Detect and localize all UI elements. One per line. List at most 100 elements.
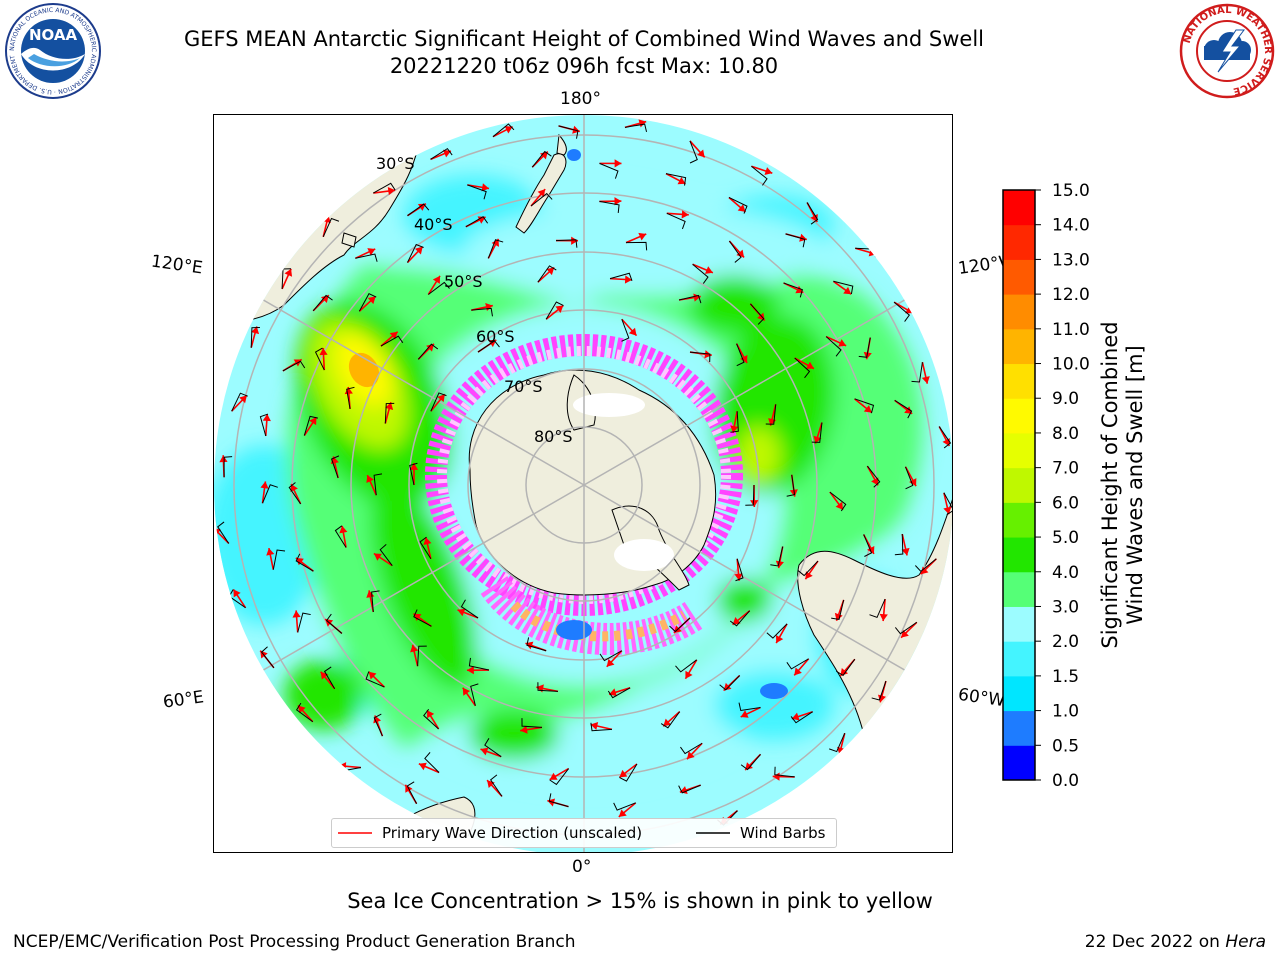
wind-barb — [295, 702, 314, 723]
wind-barb — [477, 340, 500, 353]
wave-arrow-head — [618, 809, 627, 817]
wave-arrow-head — [423, 537, 432, 545]
colorbar-cell — [1003, 328, 1035, 365]
wind-barb — [831, 599, 845, 620]
wind-barb — [272, 549, 286, 570]
wind-barb — [680, 742, 703, 755]
wind-barb — [751, 165, 768, 186]
wind-barb — [303, 415, 318, 436]
colorbar-cell — [1003, 710, 1035, 746]
wind-barb — [259, 413, 269, 437]
wind-barb — [406, 781, 418, 804]
colorbar-cell — [1003, 259, 1035, 295]
wave-arrow-head — [745, 762, 753, 771]
wind-barb — [829, 491, 847, 512]
colorbar-cell — [1003, 363, 1035, 399]
wave-arrow-head — [373, 553, 382, 561]
wind-barb — [526, 637, 547, 652]
lat-label-70s: 70°S — [504, 377, 543, 396]
wave-arrow-head — [426, 343, 434, 352]
wind-barb — [548, 793, 569, 808]
wave-arrow-head — [943, 506, 952, 515]
wave-arrow-head — [239, 395, 247, 404]
colorbar-tick-label: 0.0 — [1052, 771, 1079, 788]
wind-barb — [689, 140, 698, 164]
wave-arrow-head — [740, 710, 749, 718]
lon-label-0: 0° — [572, 857, 592, 877]
wave-arrow-head — [677, 176, 686, 185]
wave-arrow-head — [555, 305, 564, 313]
colorbar-tick-label: 6.0 — [1052, 493, 1079, 513]
wave-arrow-head — [619, 769, 628, 778]
wind-barb — [365, 671, 385, 688]
colorbar-cell — [1003, 606, 1035, 642]
colorbar-tick-label: 1.0 — [1052, 702, 1079, 722]
wind-barb — [231, 392, 248, 412]
footer-date-text: 22 Dec 2022 on — [1084, 932, 1226, 952]
colorbar-tick-label: 9.0 — [1052, 389, 1079, 409]
wind-barb — [419, 536, 432, 560]
wave-arrow-head — [920, 566, 929, 575]
wind-barb — [549, 768, 570, 786]
wave-arrow-head — [638, 232, 647, 241]
wind-barb — [334, 525, 347, 548]
colorbar-tick-label: 2.0 — [1052, 632, 1079, 652]
map-legend: Primary Wave Direction (unscaled) Wind B… — [331, 818, 837, 848]
wave-arrow-head — [723, 682, 732, 691]
wave-arrow-head — [480, 747, 489, 756]
wave-arrow-head — [901, 547, 910, 556]
colorbar-tick-label: 11.0 — [1052, 320, 1090, 340]
wind-barb — [470, 683, 479, 706]
wave-arrow-head — [414, 246, 423, 255]
wave-arrow-head — [466, 666, 474, 675]
wind-barb — [380, 335, 404, 347]
wave-arrow-head — [284, 268, 293, 277]
wind-barb — [624, 123, 648, 133]
wave-arrow-head — [322, 215, 331, 224]
wave-arrow-head — [835, 501, 843, 510]
wind-barb — [786, 474, 796, 497]
wind-barb — [487, 239, 504, 259]
noaa-logo-text: NOAA — [29, 26, 78, 44]
wave-arrow-head — [740, 355, 748, 364]
wind-barb — [312, 294, 333, 312]
wind-barb — [794, 357, 811, 379]
wave-arrow-head — [251, 326, 260, 335]
wave-arrow-head — [418, 762, 427, 771]
wave-arrow-head — [772, 772, 780, 781]
wave-arrow-head — [921, 376, 930, 384]
wave-arrow-head — [413, 613, 422, 621]
wave-arrow-head — [663, 718, 672, 727]
wave-arrow-head — [339, 525, 348, 534]
wind-barb — [555, 239, 578, 248]
polar-map: 30°S 40°S 50°S 60°S 70°S 80°S — [214, 115, 952, 852]
wind-barb — [675, 659, 698, 673]
wind-barb — [736, 343, 745, 367]
lat-label-50s: 50°S — [444, 272, 483, 291]
wind-barb — [325, 613, 343, 634]
wind-barb — [430, 147, 453, 160]
wave-arrow-head — [606, 658, 615, 667]
colorbar-cell — [1003, 641, 1035, 677]
colorbar-cell — [1003, 398, 1035, 434]
wind-barb — [613, 802, 636, 811]
wind-barb — [468, 657, 490, 671]
wind-barb — [666, 212, 686, 230]
wind-barb — [260, 646, 275, 669]
wind-barb — [740, 753, 761, 771]
wind-barb — [282, 360, 306, 372]
wind-barb — [774, 766, 795, 778]
wave-arrow-head — [410, 644, 419, 653]
wave-arrow-head — [737, 204, 746, 212]
wind-barb — [599, 200, 620, 213]
wind-barb — [423, 708, 439, 730]
wave-arrow-head — [624, 275, 632, 284]
wind-barb — [893, 301, 911, 322]
wind-barb — [938, 426, 952, 449]
wind-barb — [786, 658, 809, 670]
wind-barb — [430, 392, 447, 412]
wave-arrow-head — [537, 189, 546, 197]
wind-barb — [537, 265, 557, 283]
wind-barb — [599, 162, 619, 179]
wind-barb — [531, 150, 552, 168]
